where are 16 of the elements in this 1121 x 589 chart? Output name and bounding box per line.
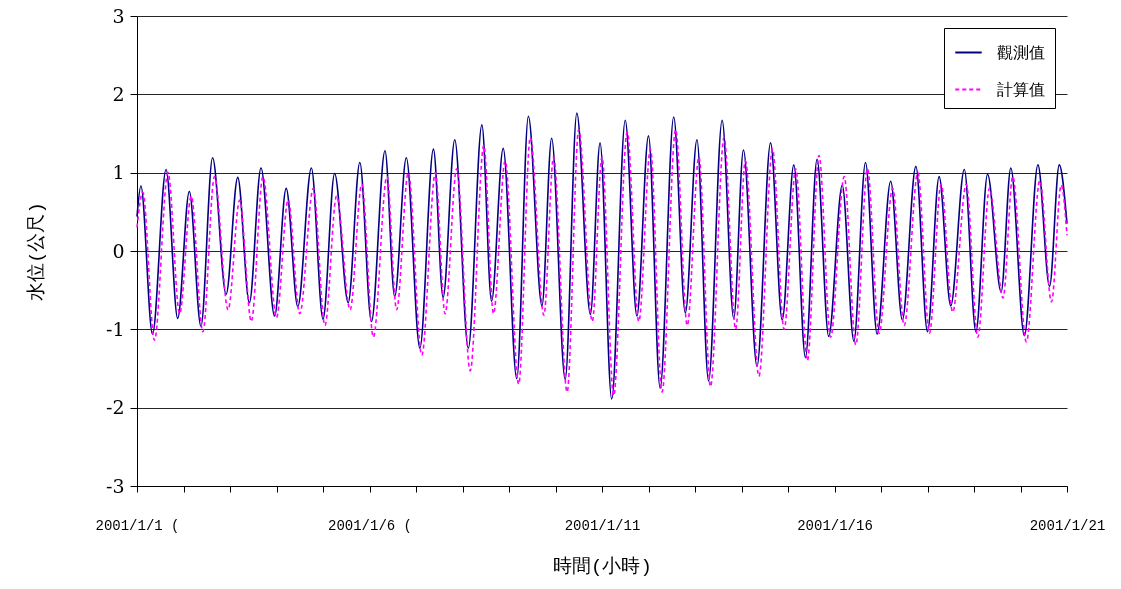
y-tick-label: -1 — [105, 317, 125, 340]
y-tick-label: 2 — [112, 82, 125, 105]
legend-label: 計算值 — [997, 80, 1045, 100]
x-tick-label: 2001/1/16 — [797, 517, 873, 534]
legend-label: 觀測值 — [997, 43, 1045, 63]
y-tick-label: -2 — [105, 396, 125, 419]
y-axis-title: 水位(公尺) — [25, 202, 48, 301]
y-tick-label: 1 — [112, 161, 125, 184]
x-axis-title: 時間(小時) — [553, 555, 652, 578]
y-tick-label: 3 — [112, 4, 125, 27]
x-tick-label: 2001/1/21 — [1029, 517, 1106, 534]
y-tick-label: -3 — [105, 474, 125, 497]
x-tick-label: 2001/1/1 ( — [95, 517, 180, 534]
x-tick-label: 2001/1/11 — [564, 517, 641, 534]
x-tick-label: 2001/1/6 ( — [327, 517, 413, 534]
y-tick-label: 0 — [112, 239, 125, 262]
